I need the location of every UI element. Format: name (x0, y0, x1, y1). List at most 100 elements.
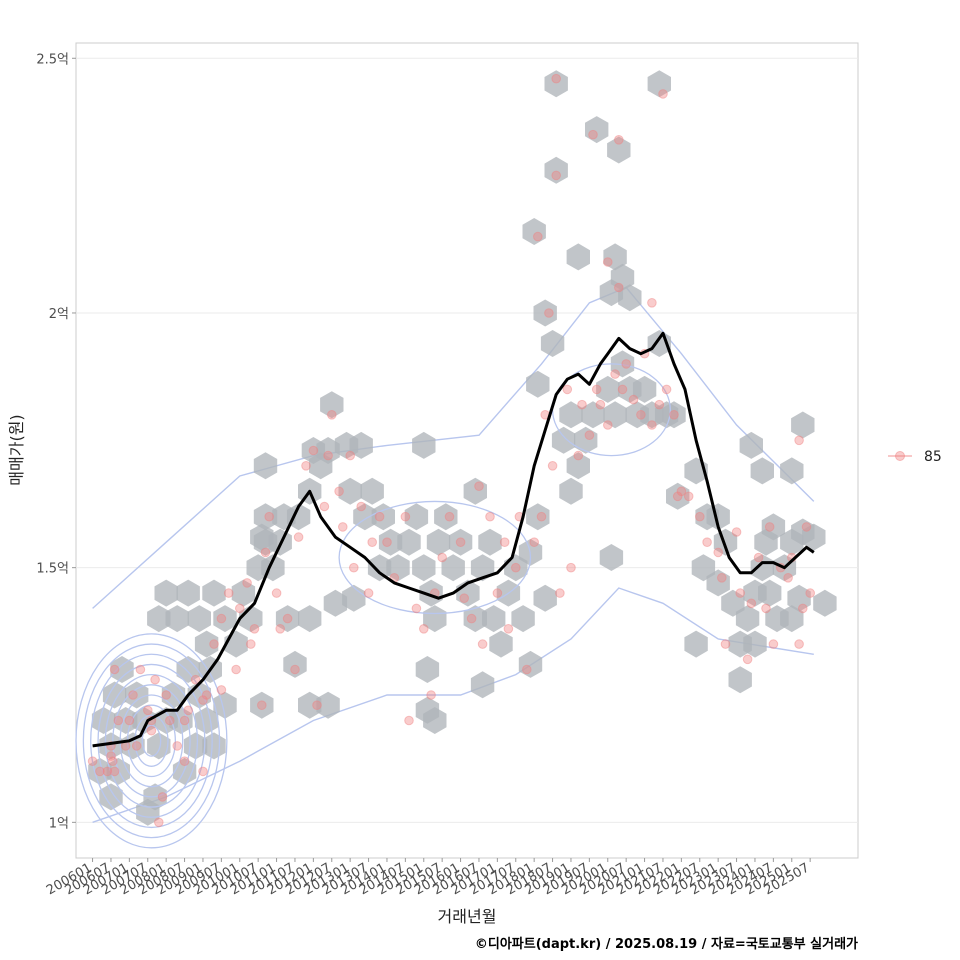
hex-bin (706, 503, 730, 531)
hex-bin (780, 457, 804, 485)
data-point (131, 741, 142, 751)
hex-bin (176, 579, 200, 607)
data-point (746, 598, 757, 609)
data-point (713, 547, 724, 558)
data-point (768, 639, 779, 649)
hex-bin (320, 391, 344, 419)
hex-bin (691, 554, 716, 582)
hex-bin (412, 554, 436, 582)
hex-bin (386, 554, 410, 582)
hex-bin (802, 523, 826, 551)
hex-bin (581, 401, 605, 429)
data-point (223, 588, 234, 598)
data-point (702, 537, 712, 548)
hex-bin (176, 656, 200, 683)
hex-bin (415, 656, 440, 683)
data-point (455, 537, 466, 548)
hex-bin (419, 579, 443, 607)
data-point (511, 562, 521, 573)
data-point (562, 384, 573, 395)
data-point (647, 298, 657, 308)
hex-bin (470, 671, 495, 699)
data-point (661, 384, 672, 395)
data-point (154, 817, 164, 828)
data-point (172, 741, 182, 751)
hex-bin (618, 284, 642, 312)
hex-bin (585, 116, 609, 144)
data-point (753, 552, 764, 563)
data-point (522, 664, 532, 675)
data-point (198, 766, 208, 777)
x-axis: 2006012006072007012007072008012008072009… (44, 858, 812, 898)
data-point (345, 450, 356, 461)
hex-bin (415, 696, 440, 724)
hex-bin (404, 503, 429, 531)
data-point (529, 537, 540, 548)
data-point (426, 690, 436, 700)
hex-bin (397, 528, 421, 556)
density-contours (75, 363, 671, 849)
hex-bin (518, 650, 543, 678)
data-point (647, 420, 657, 430)
data-point (761, 603, 771, 614)
data-point (231, 664, 241, 675)
data-point (614, 282, 624, 293)
hex-bin (441, 554, 465, 582)
hex-bin (721, 589, 745, 617)
caption: ©디아파트(dapt.kr) / 2025.08.19 / 자료=국토교통부 실… (475, 936, 858, 952)
legend-label: 85 (924, 449, 942, 465)
data-point (95, 766, 105, 777)
hex-bin (750, 554, 774, 582)
data-point (720, 639, 731, 649)
data-point (146, 725, 157, 736)
y-tick-label: 1.5억 (36, 562, 69, 577)
data-point (242, 578, 252, 588)
hex-bin (526, 503, 550, 531)
data-point (128, 690, 138, 700)
hex-bin (544, 70, 568, 98)
data-point (584, 430, 595, 441)
hex-bin (713, 528, 738, 556)
data-point (308, 445, 319, 456)
hex-bin (603, 243, 627, 271)
data-point (216, 685, 227, 695)
data-point (636, 410, 646, 420)
data-point (109, 766, 120, 777)
hex-bin (743, 630, 767, 658)
data-point (801, 522, 812, 532)
data-point (87, 756, 98, 767)
data-point (382, 537, 392, 548)
hex-bin (426, 528, 451, 556)
data-point (477, 639, 488, 649)
hex-bin (187, 605, 211, 633)
y-axis: 1억 1.5억 2억 2.5억 (36, 52, 76, 831)
scatter-points (87, 73, 816, 828)
data-point (183, 705, 193, 716)
data-point (676, 486, 687, 497)
data-point (135, 664, 146, 675)
data-point (150, 674, 160, 685)
data-point (282, 613, 293, 624)
data-point (459, 593, 470, 604)
data-point (764, 522, 775, 532)
data-point (499, 537, 510, 548)
hex-bin (154, 579, 178, 607)
data-point (419, 624, 429, 634)
data-point (143, 705, 153, 716)
density-contour (134, 714, 169, 767)
data-point (444, 511, 455, 522)
hex-bin (607, 136, 631, 164)
hex-bin (478, 528, 502, 556)
hex-bin (213, 605, 237, 633)
data-point (654, 399, 665, 410)
data-point (614, 135, 624, 145)
hex-bin (728, 666, 752, 694)
data-point (503, 624, 514, 634)
data-point (400, 511, 411, 522)
density-contour (141, 724, 162, 757)
data-point (106, 751, 116, 761)
data-point (794, 639, 804, 649)
hex-bin (540, 330, 565, 357)
data-point (555, 588, 565, 598)
